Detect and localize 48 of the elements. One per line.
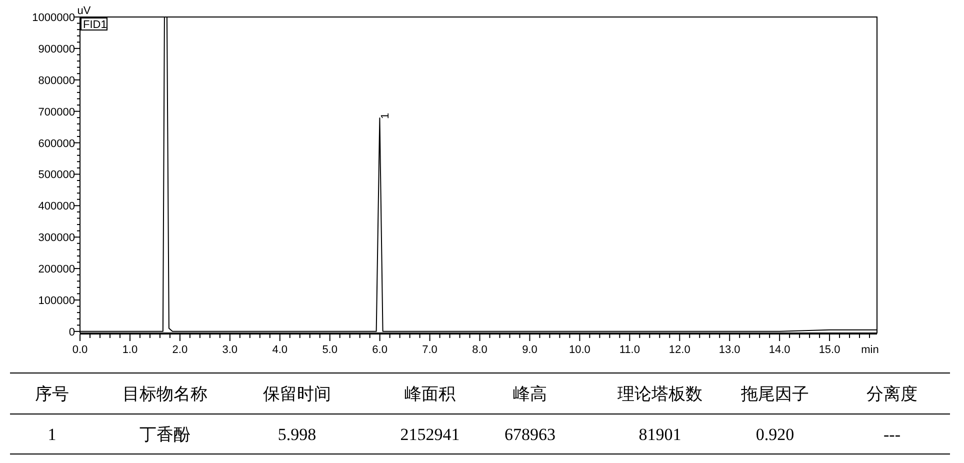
x-tick-label: 2.0 bbox=[172, 344, 188, 356]
text: 2152941 bbox=[400, 425, 460, 444]
x-tick-label: 11.0 bbox=[619, 344, 640, 356]
y-axis-title: uV bbox=[77, 5, 92, 17]
y-tick-label: 0 bbox=[68, 326, 75, 338]
x-tick-label: 13.0 bbox=[718, 344, 740, 356]
text: 序号 bbox=[35, 384, 69, 404]
text: 峰高 bbox=[513, 384, 547, 404]
channel-box: FID1 bbox=[80, 18, 108, 31]
text: 0.920 bbox=[756, 425, 794, 444]
x-tick-label: 8.0 bbox=[472, 344, 488, 356]
text: 81901 bbox=[638, 425, 682, 444]
x-tick-label: 4.0 bbox=[272, 344, 288, 356]
y-tick-label: 600000 bbox=[38, 138, 75, 150]
x-tick-label: 1.0 bbox=[122, 344, 138, 356]
x-tick-label: 7.0 bbox=[422, 344, 438, 356]
y-tick-label: 700000 bbox=[38, 106, 75, 118]
text: 丁香酚 bbox=[140, 425, 190, 444]
y-tick-label: 400000 bbox=[38, 200, 75, 213]
text: 分离度 bbox=[866, 384, 918, 404]
text: 678963 bbox=[504, 425, 556, 444]
x-tick-label: 9.0 bbox=[522, 344, 538, 356]
text: 理论塔板数 bbox=[618, 384, 702, 404]
y-tick-label: 200000 bbox=[38, 264, 75, 276]
text: 拖尾因子 bbox=[740, 384, 809, 404]
x-tick-label: 6.0 bbox=[372, 344, 388, 356]
x-tick-label: 15.0 bbox=[818, 344, 840, 356]
text: --- bbox=[884, 425, 901, 444]
y-tick-label: 1000000 bbox=[32, 12, 75, 24]
text: 1 bbox=[48, 425, 56, 444]
y-tick-label: 800000 bbox=[38, 74, 75, 87]
x-axis-title: min bbox=[861, 344, 879, 356]
text: 5.998 bbox=[278, 425, 316, 444]
annotation: FID1 bbox=[83, 19, 107, 31]
text: 目标物名称 bbox=[122, 384, 208, 404]
x-tick-label: 10.0 bbox=[568, 344, 590, 356]
text: 峰面积 bbox=[404, 384, 456, 404]
text: 保留时间 bbox=[263, 384, 331, 404]
x-tick-label: 14.0 bbox=[768, 344, 790, 356]
x-tick-label: 5.0 bbox=[322, 344, 338, 356]
x-tick-label: 3.0 bbox=[222, 344, 238, 356]
x-tick-label: 0.0 bbox=[72, 344, 88, 356]
y-tick-label: 900000 bbox=[38, 43, 75, 56]
y-tick-label: 300000 bbox=[38, 232, 75, 244]
x-tick-label: 12.0 bbox=[668, 344, 690, 356]
annotation: 1 bbox=[380, 112, 392, 120]
y-tick-label: 500000 bbox=[38, 169, 75, 182]
y-tick-label: 100000 bbox=[38, 294, 75, 307]
